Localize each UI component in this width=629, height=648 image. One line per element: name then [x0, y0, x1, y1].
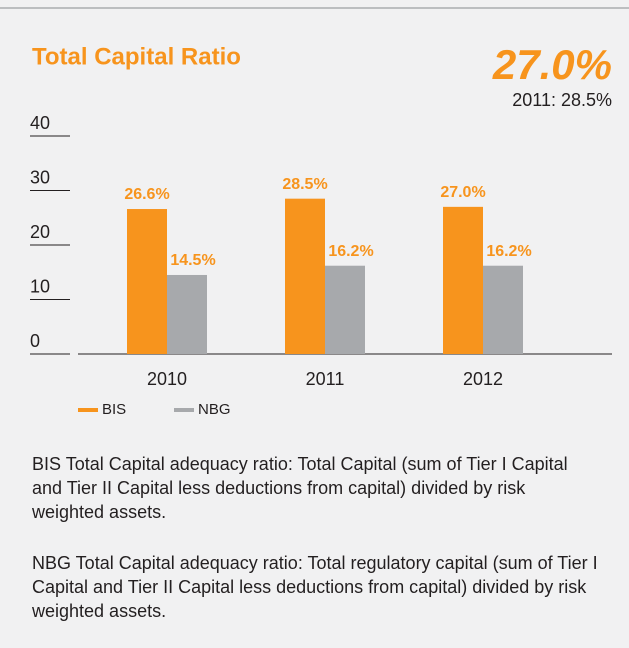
note: BIS Total Capital adequacy ratio: Total …	[32, 454, 568, 522]
chart: Total Capital Ratio 27.0% 2011: 28.5% 0 1…	[0, 7, 629, 418]
chart-title: Total Capital Ratio	[32, 43, 241, 70]
note: NBG Total Capital adequacy ratio: Total …	[32, 553, 598, 621]
bar	[285, 198, 325, 354]
bar	[483, 265, 523, 354]
y-tick-label: 10	[30, 276, 50, 296]
y-tick-label: 40	[30, 113, 50, 133]
y-tick-label: 20	[30, 222, 50, 242]
value-label: 27.0%	[440, 184, 485, 201]
value-label: 16.2%	[328, 243, 373, 260]
x-tick-label: 2011	[306, 369, 345, 389]
headline-note: 2011: 28.5%	[512, 90, 612, 110]
y-tick-label: 30	[30, 167, 50, 187]
bar	[127, 209, 167, 354]
y-tick-label: 0	[30, 331, 40, 351]
legend-label: NBG	[198, 401, 231, 418]
bar	[325, 265, 365, 354]
bar	[443, 206, 483, 354]
value-label: 26.6%	[124, 186, 169, 203]
legend-label: BIS	[102, 401, 126, 418]
value-label: 16.2%	[486, 243, 531, 260]
value-label: 28.5%	[282, 176, 327, 193]
x-tick-label: 2010	[147, 369, 187, 389]
bar	[167, 274, 207, 354]
headline: 27.0%	[492, 41, 612, 88]
value-label: 14.5%	[170, 252, 215, 269]
x-tick-label: 2012	[463, 369, 503, 389]
